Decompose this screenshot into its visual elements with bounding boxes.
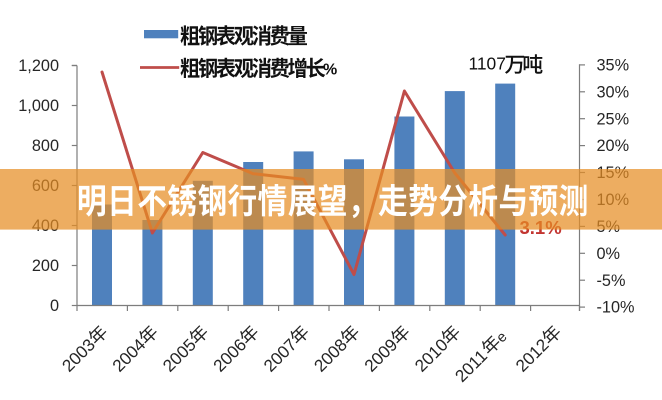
svg-text:1,200: 1,200 (18, 57, 59, 75)
svg-text:35%: 35% (597, 57, 630, 75)
svg-text:200: 200 (32, 257, 59, 275)
svg-text:1,000: 1,000 (18, 97, 59, 115)
svg-text:-10%: -10% (597, 299, 635, 317)
svg-text:1107: 1107 (469, 53, 506, 73)
svg-text:0%: 0% (597, 245, 621, 263)
svg-text:0: 0 (50, 297, 59, 315)
svg-text:%: % (323, 62, 337, 79)
svg-text:-5%: -5% (597, 272, 626, 290)
svg-text:30%: 30% (597, 83, 630, 101)
svg-text:800: 800 (32, 137, 59, 155)
svg-text:25%: 25% (597, 110, 630, 128)
svg-text:20%: 20% (597, 137, 630, 155)
